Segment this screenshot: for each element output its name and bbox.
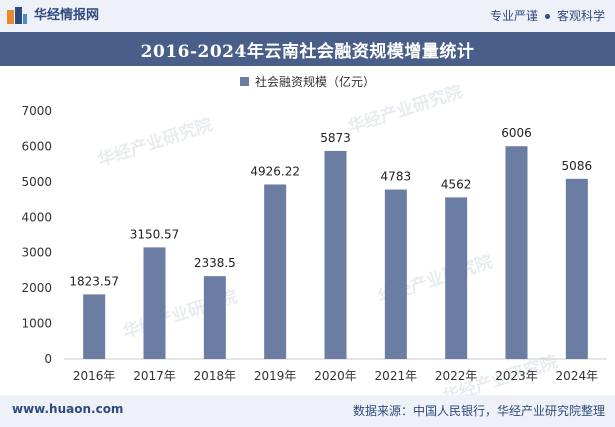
x-tick-label-2: 2018年: [194, 369, 237, 383]
y-tick-label-4: 4000: [21, 210, 52, 224]
slogan-left: 专业严谨: [489, 9, 538, 23]
x-tick-label-0: 2016年: [73, 369, 116, 383]
x-tick-label-6: 2022年: [435, 369, 478, 383]
slogan-dot-icon: [544, 13, 550, 19]
legend-label: 社会融资规模（亿元）: [254, 75, 375, 89]
slogan-right: 客观科学: [556, 9, 605, 23]
y-tick-label-5: 5000: [21, 175, 52, 189]
x-tick-label-1: 2017年: [133, 369, 176, 383]
x-tick-label-8: 2024年: [556, 369, 599, 383]
x-tick-label-3: 2019年: [254, 369, 297, 383]
y-tick-label-3: 3000: [21, 246, 52, 260]
title-bar: 2016-2024年云南社会融资规模增量统计: [0, 32, 615, 66]
bar-6: [445, 197, 468, 359]
data-label-1: 3150.57: [130, 227, 180, 241]
data-label-7: 6006: [501, 126, 532, 140]
bar-3: [264, 184, 287, 359]
footer-site: www.huaon.com: [12, 402, 124, 416]
legend-swatch: [239, 77, 249, 86]
chart-title: 2016-2024年云南社会融资规模增量统计: [140, 41, 475, 62]
footer-bar: www.huaon.com 数据来源：中国人民银行，华经产业研究院整理: [0, 395, 615, 427]
bar-5: [384, 189, 407, 359]
data-label-0: 1823.57: [69, 274, 119, 288]
brand-logo: 华经情报网: [6, 6, 99, 26]
bar-0: [83, 294, 106, 359]
bar-1: [143, 247, 166, 359]
data-label-4: 5873: [320, 131, 351, 145]
header-bar: 华经情报网 专业严谨 客观科学: [0, 0, 615, 32]
x-tick-label-4: 2020年: [314, 369, 357, 383]
x-tick-label-5: 2021年: [375, 369, 418, 383]
y-tick-label-7: 7000: [21, 104, 52, 118]
bar-7: [505, 146, 528, 359]
y-tick-label-0: 0: [44, 352, 52, 366]
data-label-3: 4926.22: [250, 164, 300, 178]
bar-4: [324, 150, 347, 359]
legend: 社会融资规模（亿元）: [0, 73, 615, 90]
slogan: 专业严谨 客观科学: [490, 7, 605, 25]
data-label-8: 5086: [562, 159, 593, 173]
bar-8: [565, 178, 588, 359]
brand-logo-icon: [7, 7, 27, 24]
x-tick-label-7: 2023年: [495, 369, 538, 383]
brand-name: 华经情报网: [34, 8, 100, 23]
footer-source: 数据来源：中国人民银行，华经产业研究院整理: [352, 404, 605, 418]
y-tick-label-6: 6000: [21, 139, 52, 153]
data-label-6: 4562: [441, 177, 472, 191]
y-tick-label-1: 1000: [21, 317, 52, 331]
data-label-5: 4783: [381, 170, 412, 184]
y-tick-label-2: 2000: [21, 281, 52, 295]
data-label-2: 2338.5: [194, 256, 236, 270]
bar-2: [203, 276, 226, 359]
